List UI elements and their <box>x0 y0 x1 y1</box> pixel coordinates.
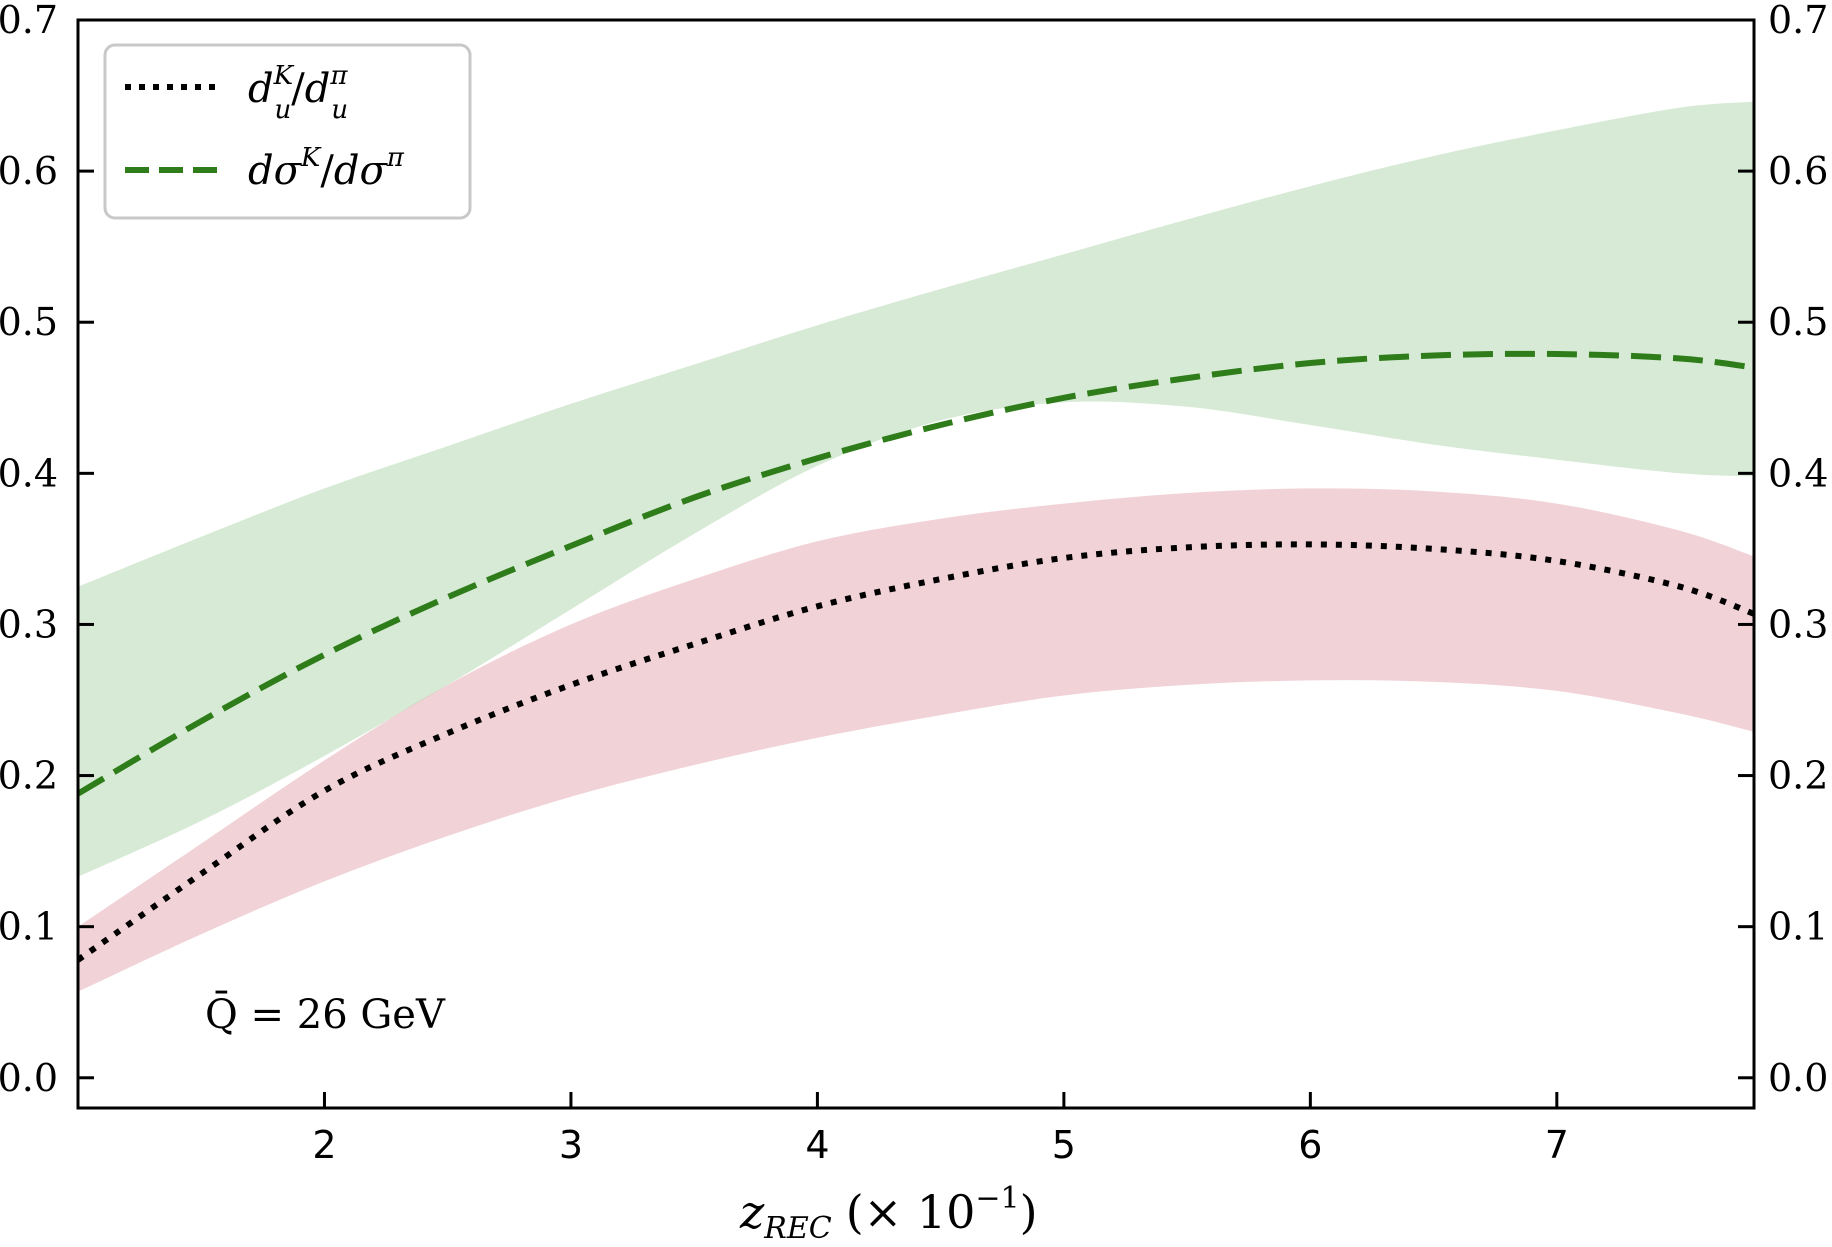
lines-layer <box>78 350 1754 963</box>
y-tick-label-right: 0.7 <box>1768 0 1828 42</box>
band-series-1 <box>78 101 1754 877</box>
x-axis-label: zREC (× 10−1) <box>739 1181 1038 1246</box>
y-tick-label-right: 0.6 <box>1768 149 1828 193</box>
plot-frame <box>76 18 1756 1110</box>
y-ticks: 0.0 0.0 0.1 0.1 0.2 0.2 0.3 0.3 0.4 0.4 0.5 0.5 0.6 0… <box>0 0 1828 1100</box>
x-tick-label: 5 <box>1052 1123 1076 1167</box>
y-tick-label-right: 0.1 <box>1768 905 1828 949</box>
legend-label-1: dσK/dσπ <box>248 143 405 194</box>
y-tick-label-left: 0.1 <box>0 905 58 949</box>
line-series-1 <box>78 350 1754 797</box>
y-tick-label-left: 0.0 <box>0 1056 58 1100</box>
line-series-0 <box>78 541 1754 963</box>
x-tick-label: 6 <box>1298 1123 1322 1167</box>
y-tick-label-right: 0.4 <box>1768 451 1828 495</box>
y-tick-label-right: 0.5 <box>1768 300 1828 344</box>
annotation-q-bar: Q̄ = 26 GeV <box>205 991 446 1038</box>
y-tick-label-left: 0.5 <box>0 300 58 344</box>
y-tick-label-left: 0.7 <box>0 0 58 42</box>
x-ticks: 2 3 4 5 6 7 <box>312 1092 1569 1167</box>
x-tick-label: 2 <box>312 1123 336 1167</box>
x-tick-label: 3 <box>559 1123 583 1167</box>
y-tick-label-right: 0.2 <box>1768 754 1828 798</box>
band-series-0 <box>78 488 1754 992</box>
bands-layer <box>78 101 1754 992</box>
y-tick-label-left: 0.4 <box>0 451 58 495</box>
y-tick-label-left: 0.2 <box>0 754 58 798</box>
legend: dK u/dπ u dσK/dσπ <box>103 43 472 220</box>
legend-label-0: dK u/dπ u <box>248 61 348 125</box>
y-tick-label-left: 0.3 <box>0 602 58 646</box>
y-tick-label-left: 0.6 <box>0 149 58 193</box>
y-tick-label-right: 0.0 <box>1768 1056 1828 1100</box>
y-tick-label-right: 0.3 <box>1768 602 1828 646</box>
x-tick-label: 4 <box>805 1123 829 1167</box>
x-tick-label: 7 <box>1545 1123 1569 1167</box>
